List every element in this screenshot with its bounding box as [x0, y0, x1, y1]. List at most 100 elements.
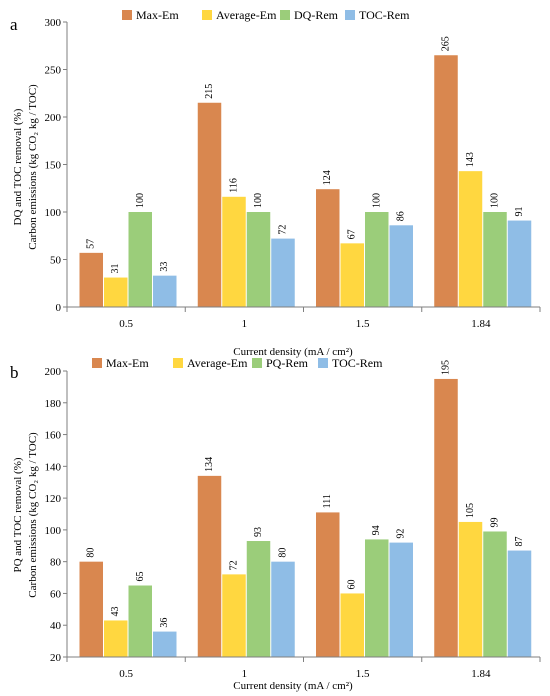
- x-tick-label: 1.84: [471, 668, 491, 680]
- legend-swatch: [173, 358, 183, 368]
- y-tick-label: 140: [45, 461, 62, 473]
- data-label: 215: [204, 84, 215, 99]
- data-label: 195: [441, 360, 452, 375]
- data-label: 86: [396, 211, 407, 221]
- data-label: 72: [278, 225, 289, 235]
- legend-swatch: [252, 358, 262, 368]
- legend: Max-Em Average-Em PQ-Rem TOC-Rem: [92, 356, 383, 370]
- chart-panel-b: b Max-Em Average-Em PQ-Rem TOC-Rem 20406080…: [10, 356, 541, 692]
- bar: [79, 252, 103, 307]
- y-tick-label: 160: [45, 430, 62, 442]
- legend-label: Max-Em: [106, 356, 149, 370]
- x-tick-label: 0.5: [119, 668, 133, 680]
- legend-label: Max-Em: [136, 8, 179, 22]
- y-axis-label-line2: Carbon emissions (kg CO₂ kg / TOC): [27, 432, 39, 598]
- bar: [340, 243, 364, 307]
- data-label: 116: [229, 178, 240, 193]
- bar: [222, 574, 246, 657]
- bar: [483, 531, 507, 657]
- bar: [458, 171, 483, 307]
- y-axis-ticks: 20 40 60 80 100 120 140 160 180 200: [45, 366, 67, 664]
- data-label: 72: [229, 560, 240, 570]
- legend-label: DQ-Rem: [294, 8, 339, 22]
- legend-label: TOC-Rem: [359, 8, 410, 22]
- bars: [79, 55, 532, 307]
- bar: [389, 225, 413, 307]
- x-axis-ticks: 0.5 1 1.5 1.84: [66, 307, 541, 330]
- x-tick-label: 1.84: [471, 318, 491, 330]
- data-label: 265: [441, 36, 452, 51]
- bar: [365, 539, 389, 657]
- bar: [79, 561, 103, 657]
- data-label: 36: [159, 618, 170, 628]
- data-label: 143: [465, 152, 476, 167]
- y-tick-label: 60: [50, 588, 62, 600]
- chart-panel-a: a Max-Em Average-Em DQ-Rem TOC-Rem 05010015…: [10, 8, 541, 358]
- data-labels: 57 215 124 265 31 116 67 143 100 100 100 100 33 72 86 9…: [86, 36, 525, 273]
- bar: [316, 189, 340, 307]
- data-label: 100: [371, 193, 382, 208]
- data-label: 100: [490, 193, 501, 208]
- bar: [316, 512, 340, 657]
- y-tick-label: 180: [45, 398, 62, 410]
- bar: [507, 550, 532, 657]
- y-tick-label: 200: [45, 112, 62, 124]
- legend: Max-Em Average-Em DQ-Rem TOC-Rem: [122, 8, 410, 22]
- x-tick-label: 0.5: [119, 318, 133, 330]
- data-label: 65: [135, 572, 146, 582]
- data-label: 100: [135, 193, 146, 208]
- legend-label: PQ-Rem: [266, 356, 309, 370]
- data-labels: 80 134 111 195 43 72 60 105 65 93 94 99 36 80 92 87: [86, 360, 525, 628]
- bar: [153, 275, 177, 307]
- data-label: 80: [86, 548, 97, 558]
- y-tick-label: 0: [56, 302, 62, 314]
- x-axis-label: Current density (mA / cm²): [233, 346, 353, 358]
- data-label: 124: [322, 170, 333, 185]
- data-label: 60: [347, 579, 358, 589]
- y-axis-label-line1: PQ and TOC removal (%): [12, 457, 24, 572]
- bar: [507, 220, 532, 307]
- data-label: 80: [278, 548, 289, 558]
- data-label: 111: [322, 494, 333, 508]
- data-label: 99: [490, 517, 501, 527]
- y-tick-label: 50: [50, 255, 62, 267]
- y-tick-label: 100: [45, 525, 62, 537]
- bar: [104, 277, 128, 307]
- data-label: 105: [465, 503, 476, 518]
- bar: [389, 542, 413, 657]
- x-tick-label: 1.5: [356, 318, 370, 330]
- data-label: 33: [159, 262, 170, 272]
- legend-label: Average-Em: [216, 8, 277, 22]
- x-tick-label: 1: [242, 318, 248, 330]
- legend-swatch: [345, 10, 355, 20]
- data-label: 94: [371, 525, 382, 535]
- y-tick-label: 80: [50, 557, 62, 569]
- data-label: 93: [253, 527, 264, 537]
- legend-swatch: [202, 10, 212, 20]
- bar: [128, 212, 152, 307]
- legend-swatch: [122, 10, 132, 20]
- y-tick-label: 120: [45, 493, 62, 505]
- legend-swatch: [280, 10, 290, 20]
- bar: [483, 212, 507, 307]
- bar: [365, 212, 389, 307]
- panel-letter: b: [10, 363, 19, 382]
- bars: [79, 378, 532, 657]
- bar: [458, 521, 483, 657]
- y-tick-label: 250: [45, 65, 62, 77]
- x-axis-label: Current density (mA / cm²): [233, 680, 353, 692]
- y-tick-label: 100: [45, 207, 62, 219]
- y-axis-ticks: 0 50 100 150 200 250 300: [45, 17, 67, 314]
- bar: [197, 102, 222, 307]
- bar: [128, 585, 152, 657]
- y-tick-label: 200: [45, 366, 62, 378]
- bar: [104, 620, 128, 657]
- bar: [340, 593, 364, 657]
- data-label: 134: [204, 457, 215, 472]
- data-label: 91: [514, 207, 525, 217]
- bar: [197, 475, 222, 657]
- x-axis-ticks: 0.5 1 1.5 1.84: [66, 657, 541, 680]
- bar: [271, 561, 295, 657]
- bar: [246, 212, 271, 307]
- bar: [246, 541, 271, 657]
